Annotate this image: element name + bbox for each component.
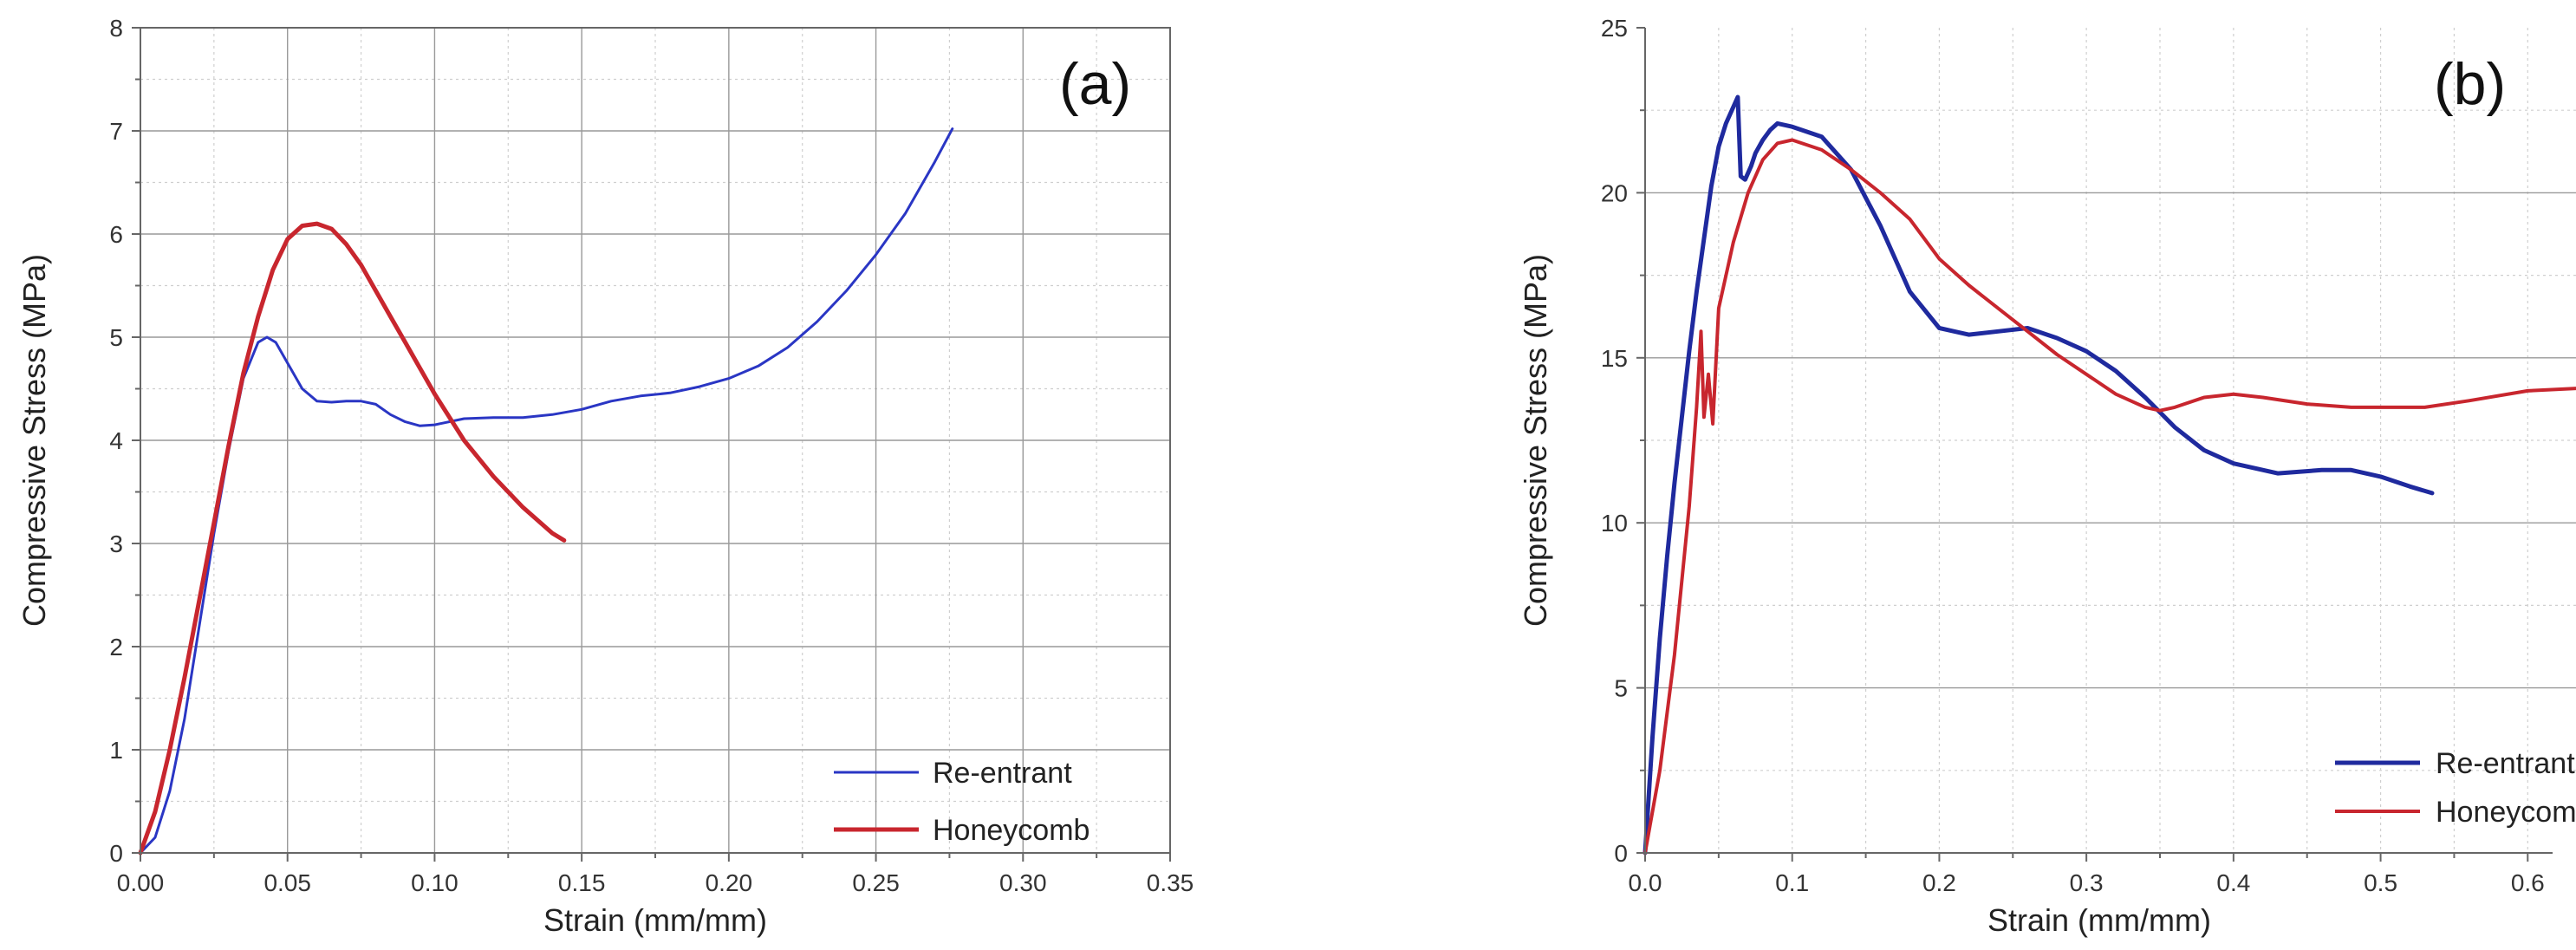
panel-b-ticks xyxy=(1636,27,2529,862)
panel-b-y-tick-label: 5 xyxy=(1614,675,1628,702)
panel-a: 0.00 0.05 0.10 0.15 0.20 0.25 0.30 0.35 0 1 2 3 4 5 6… xyxy=(16,15,1194,938)
panel-a-x-tick-label: 0.30 xyxy=(999,869,1047,896)
panel-a-y-tick-labels: 0 1 2 3 4 5 6 7 8 xyxy=(109,15,123,867)
panel-a-x-tick-label: 0.05 xyxy=(263,869,311,896)
panel-a-y-tick-label: 1 xyxy=(109,737,123,764)
panel-a-y-tick-label: 8 xyxy=(109,15,123,42)
panel-b-x-tick-label: 0.2 xyxy=(1922,869,1956,896)
panel-b-x-axis-title: Strain (mm/mm) xyxy=(1987,902,2211,938)
panel-b-legend-label-re-entrant: Re-entrant xyxy=(2436,747,2575,780)
panel-b-x-tick-label: 0.5 xyxy=(2364,869,2397,896)
panel-b-y-axis-title: Compressive Stress (MPa) xyxy=(1518,254,1553,627)
panel-a-legend: Re-entrant Honeycomb xyxy=(834,757,1090,847)
panel-a-series-line-honeycomb xyxy=(138,221,567,856)
panel-a-major-grid xyxy=(140,28,1170,853)
panel-b-y-tick-label: 10 xyxy=(1601,510,1628,537)
panel-b-y-tick-label: 20 xyxy=(1601,179,1628,206)
panel-b-x-tick-label: 0.1 xyxy=(1775,869,1809,896)
panel-b-legend: Re-entrant Honeycomb xyxy=(2335,747,2576,829)
panel-b-series-line-re-entrant xyxy=(1643,94,2435,856)
panel-b-y-tick-label: 25 xyxy=(1601,15,1628,42)
panel-a-legend-label-honeycomb: Honeycomb xyxy=(933,814,1090,847)
panel-b-x-tick-labels: 0.00.10.20.30.40.50.60.7 xyxy=(1629,869,2545,896)
panel-a-y-tick-label: 0 xyxy=(109,840,123,867)
panel-b-x-tick-label: 0.0 xyxy=(1629,869,1662,896)
panel-b-y-tick-labels: 0 5 10 15 20 25 xyxy=(1601,15,1628,867)
panel-a-x-tick-label: 0.00 xyxy=(117,869,165,896)
panel-b-minor-grid xyxy=(1645,28,2576,853)
panel-a-ticks xyxy=(132,27,1171,862)
panel-a-y-axis-title: Compressive Stress (MPa) xyxy=(16,254,52,627)
panel-a-label: (a) xyxy=(1059,51,1131,117)
panel-b-major-grid xyxy=(1645,28,2576,853)
panel-b-series xyxy=(1643,94,2576,856)
panel-a-x-tick-label: 0.20 xyxy=(706,869,753,896)
panel-a-x-tick-label: 0.35 xyxy=(1147,869,1194,896)
panel-b-x-tick-label: 0.4 xyxy=(2216,869,2250,896)
panel-a-series-line-re-entrant xyxy=(139,127,954,855)
panel-a-x-tick-label: 0.25 xyxy=(852,869,900,896)
panel-a-x-axis-title: Strain (mm/mm) xyxy=(543,902,767,938)
panel-a-x-tick-labels: 0.00 0.05 0.10 0.15 0.20 0.25 0.30 0.35 xyxy=(117,869,1194,896)
panel-a-y-tick-label: 6 xyxy=(109,221,123,248)
panel-b-legend-label-honeycomb: Honeycomb xyxy=(2436,796,2576,829)
panel-b-x-tick-label: 0.3 xyxy=(2070,869,2104,896)
panel-b-x-tick-label: 0.6 xyxy=(2511,869,2545,896)
panel-b-series-line-honeycomb xyxy=(1643,138,2576,855)
panel-a-legend-label-re-entrant: Re-entrant xyxy=(933,757,1072,790)
panel-a-y-tick-label: 3 xyxy=(109,530,123,557)
panel-a-y-tick-label: 7 xyxy=(109,118,123,145)
panel-a-x-tick-label: 0.15 xyxy=(558,869,606,896)
panel-b-y-tick-label: 0 xyxy=(1614,840,1628,867)
panel-a-y-tick-label: 4 xyxy=(109,427,123,454)
panel-b-y-tick-label: 15 xyxy=(1601,345,1628,372)
panel-a-y-tick-label: 5 xyxy=(109,324,123,351)
panel-a-y-tick-label: 2 xyxy=(109,634,123,660)
panel-a-x-tick-label: 0.10 xyxy=(411,869,459,896)
panel-b-label: (b) xyxy=(2434,51,2506,117)
panel-a-series xyxy=(138,127,954,856)
